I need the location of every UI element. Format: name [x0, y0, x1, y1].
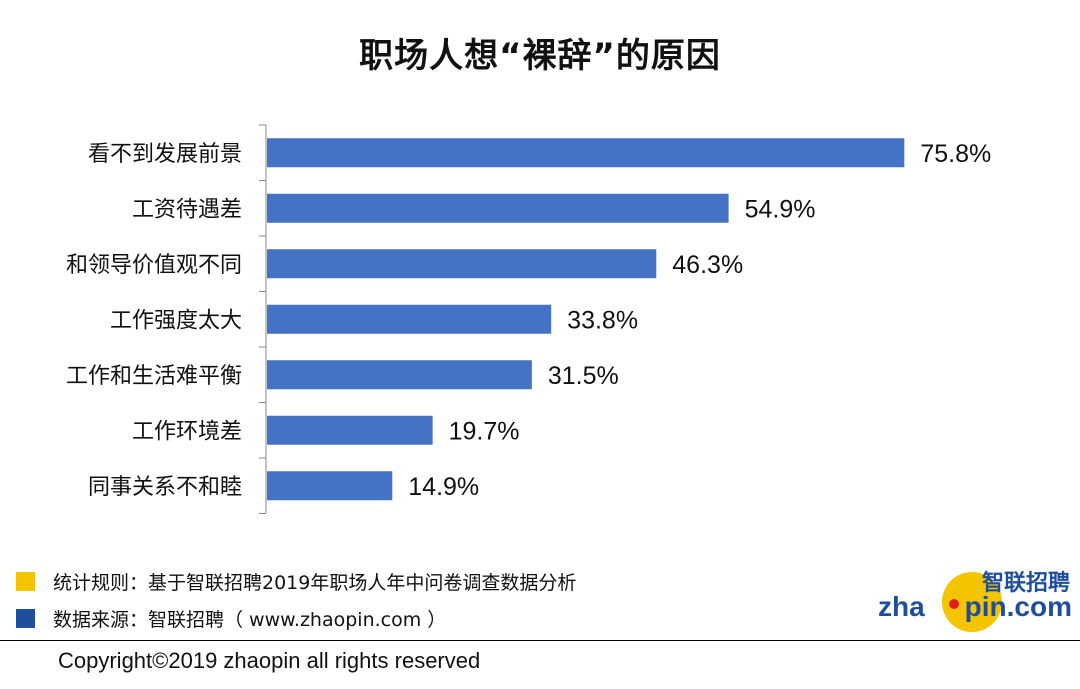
category-label: 工作强度太大 [110, 308, 242, 333]
value-label: 46.3% [672, 251, 743, 279]
value-label: 31.5% [548, 362, 619, 390]
category-label: 工作和生活难平衡 [66, 364, 242, 389]
bar [267, 471, 393, 501]
category-label: 看不到发展前景 [88, 142, 242, 167]
value-label: 75.8% [920, 140, 991, 168]
chart-title: 职场人想“裸辞”的原因 [359, 36, 721, 76]
category-label: 同事关系不和睦 [88, 475, 242, 500]
category-label: 和领导价值观不同 [66, 253, 242, 278]
note-rule-text: 统计规则：基于智联招聘2019年职场人年中问卷调查数据分析 [53, 571, 577, 594]
value-label: 14.9% [408, 473, 479, 501]
bar-chart: 看不到发展前景 75.8% 工资待遇差 54.9% 和领导价值观不同 46.3% 工作强度太… [66, 124, 991, 514]
value-label: 54.9% [745, 195, 816, 223]
note-source-text: 数据来源：智联招聘（ www.zhaopin.com ） [53, 608, 447, 631]
copyright: Copyright©2019 zhaopin all rights reserv… [58, 648, 481, 673]
bar [267, 138, 905, 168]
logo-en-right: pin.com [965, 591, 1072, 622]
bar [267, 360, 532, 390]
yellow-square-icon [16, 571, 35, 591]
bar [267, 193, 729, 223]
logo-cn-text: 智联招聘 [982, 570, 1070, 596]
zhaopin-logo-icon: 智联招聘 zha pin.com [878, 570, 1072, 632]
bar [267, 249, 657, 279]
category-label: 工作环境差 [132, 419, 242, 444]
note-rule: 统计规则：基于智联招聘2019年职场人年中问卷调查数据分析 [16, 566, 576, 596]
logo-en-left: zha [878, 591, 925, 622]
category-label: 工资待遇差 [132, 197, 242, 222]
bar [267, 304, 552, 334]
bar [267, 415, 433, 445]
footer-divider [0, 640, 1080, 641]
value-label: 33.8% [567, 306, 638, 334]
value-label: 19.7% [449, 417, 520, 445]
note-source: 数据来源：智联招聘（ www.zhaopin.com ） [16, 603, 446, 633]
blue-square-icon [16, 608, 35, 628]
